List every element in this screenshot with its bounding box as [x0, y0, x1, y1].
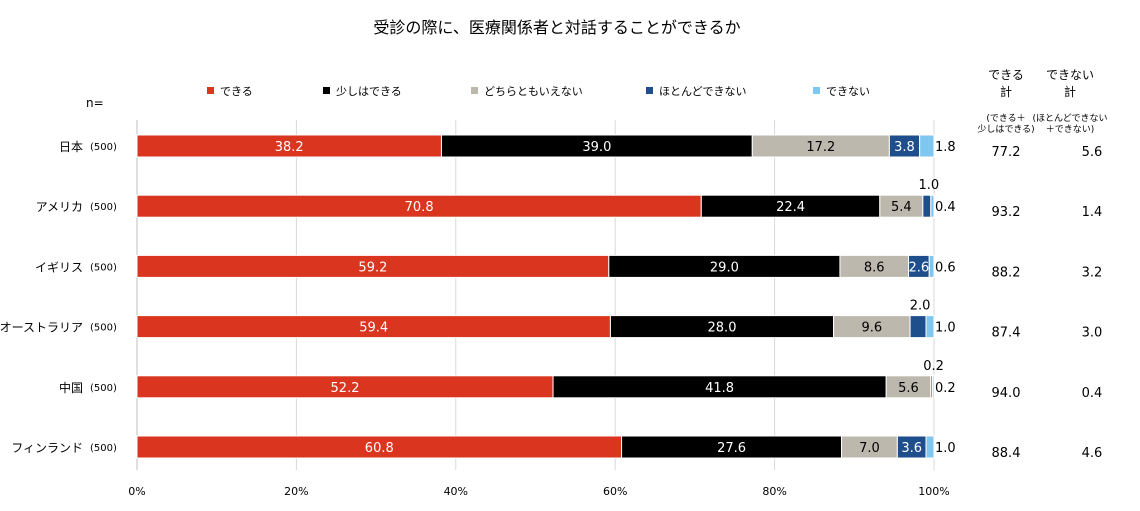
sample-size: (500): [90, 323, 117, 334]
data-label: 39.0: [582, 140, 611, 155]
category-label: アメリカ: [36, 200, 83, 214]
data-labels: 38.2 39.0 17.2 3.8 1.8 70.8 22.4 5.4 1.0 0.4 59.2 2…: [275, 140, 956, 456]
total-cannot-value: 3.0: [1082, 326, 1103, 341]
total-cannot-value: 5.6: [1082, 145, 1103, 160]
total-cannot-value: 3.2: [1082, 265, 1103, 280]
data-label: 70.8: [405, 200, 434, 215]
data-label: 5.4: [891, 200, 912, 215]
totals-subheader: (できる＋: [986, 113, 1025, 124]
total-can-value: 94.0: [992, 386, 1021, 401]
x-tick-label: 40%: [444, 485, 468, 498]
bar-segment: [930, 194, 935, 218]
x-tick-label: 80%: [762, 485, 786, 498]
data-label: 52.2: [331, 381, 360, 396]
legend-label: ほとんどできない: [659, 85, 746, 98]
bars: 日本 (500) アメリカ (500) イギリス (500) オーストラリア (500) 中国 (…: [0, 134, 935, 459]
total-can-value: 87.4: [992, 326, 1021, 341]
data-label: 1.8: [935, 140, 956, 155]
data-label: 1.0: [918, 178, 939, 193]
data-label: 27.6: [717, 441, 746, 456]
data-label: 0.2: [923, 359, 944, 374]
data-label: 9.6: [861, 321, 882, 336]
data-label: 0.6: [935, 260, 956, 275]
x-tick-label: 0%: [128, 485, 145, 498]
sample-size: (500): [90, 262, 117, 273]
category-label: 日本: [59, 140, 83, 154]
legend-swatch: [207, 87, 214, 94]
legend-label: できない: [826, 85, 870, 98]
total-can-value: 77.2: [992, 145, 1021, 160]
data-label: 29.0: [710, 260, 739, 275]
bar-segment: [925, 315, 935, 339]
legend-swatch: [471, 87, 478, 94]
bar-segment: [922, 194, 932, 218]
legend-label: 少しはできる: [336, 85, 402, 98]
total-can-value: 88.2: [992, 265, 1021, 280]
category-label: 中国: [59, 380, 83, 395]
legend-swatch: [323, 87, 330, 94]
totals-header: 計: [1064, 84, 1076, 99]
sample-size: (500): [90, 142, 117, 153]
totals-subheader: (ほとんどできない: [1032, 113, 1107, 124]
total-cannot-value: 4.6: [1082, 446, 1103, 461]
chart-title: 受診の際に、医療関係者と対話することができるか: [373, 18, 740, 37]
totals-header: できる: [988, 68, 1024, 82]
total-can-value: 88.4: [992, 446, 1021, 461]
data-label: 5.6: [898, 381, 919, 396]
data-label: 3.8: [894, 140, 915, 155]
totals-header: できない: [1046, 68, 1094, 82]
data-label: 59.4: [359, 321, 388, 336]
data-label: 28.0: [708, 321, 737, 336]
totals-subheader: ＋できない): [1046, 124, 1095, 135]
total-can-value: 93.2: [992, 205, 1021, 220]
data-label: 7.0: [859, 441, 880, 456]
bar-segment: [931, 375, 935, 399]
bar-segment: [909, 315, 927, 339]
bar-segment: [919, 134, 935, 158]
total-cannot-value: 1.4: [1082, 205, 1103, 220]
total-cannot-value: 0.4: [1082, 386, 1103, 401]
legend-swatch: [813, 87, 820, 94]
legend: できる 少しはできる どちらともいえない ほとんどできない できない: [207, 85, 870, 98]
legend-label: できる: [220, 85, 253, 98]
data-label: 60.8: [365, 441, 394, 456]
gridlines: 0% 20% 40% 60% 80% 100%: [128, 120, 950, 498]
sample-size: (500): [90, 443, 117, 454]
x-tick-label: 100%: [918, 485, 949, 498]
sample-size: (500): [90, 383, 117, 394]
data-label: 1.0: [935, 321, 956, 336]
category-label: イギリス: [35, 260, 83, 274]
sample-size: (500): [90, 202, 117, 213]
n-label: n=: [86, 96, 104, 110]
x-tick-label: 20%: [284, 485, 308, 498]
bar-segment: [925, 435, 935, 459]
totals-subheader: 少しはできる): [977, 124, 1034, 135]
data-label: 1.0: [935, 441, 956, 456]
data-label: 0.2: [935, 381, 956, 396]
data-label: 22.4: [776, 200, 805, 215]
totals-header: 計: [1000, 84, 1012, 99]
data-label: 59.2: [358, 260, 387, 275]
data-label: 8.6: [864, 260, 885, 275]
x-tick-label: 60%: [603, 485, 627, 498]
bar-segment: [928, 254, 935, 278]
data-label: 2.6: [909, 260, 930, 275]
data-label: 0.4: [935, 200, 956, 215]
data-label: 38.2: [275, 140, 304, 155]
legend-swatch: [646, 87, 653, 94]
category-label: オーストラリア: [0, 321, 83, 335]
data-label: 41.8: [705, 381, 734, 396]
data-label: 3.6: [901, 441, 922, 456]
data-label: 2.0: [910, 299, 931, 314]
data-label: 17.2: [806, 140, 835, 155]
category-label: フィンランド: [11, 441, 83, 455]
legend-label: どちらともいえない: [484, 85, 583, 98]
